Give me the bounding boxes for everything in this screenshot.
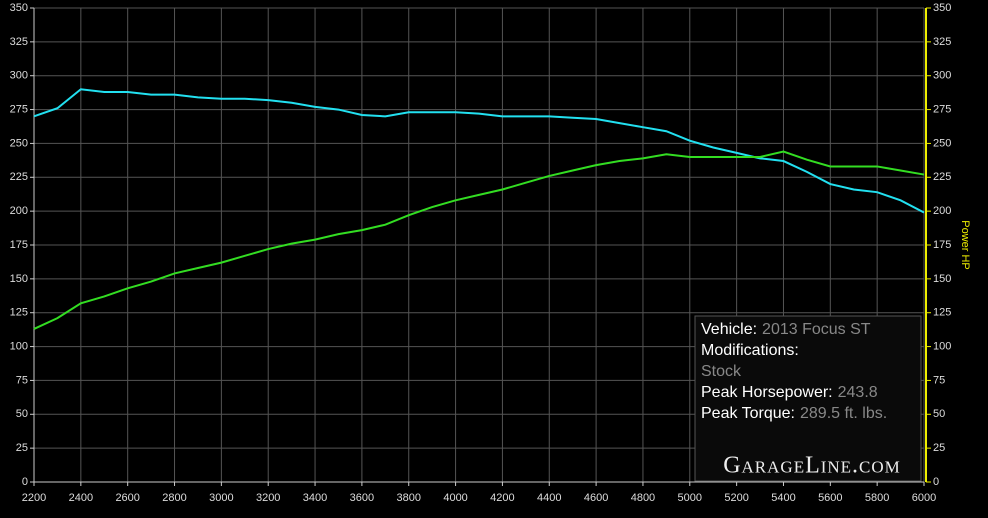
info-value: 2013 Focus ST [762,321,871,338]
x-tick-label: 5000 [678,492,702,504]
y2-tick-label: 150 [933,273,951,285]
info-line: Modifications: [701,342,799,359]
y2-tick-label: 275 [933,103,951,115]
x-tick-label: 4600 [584,492,608,504]
y2-tick-label: 300 [933,70,951,82]
logo: GarageLine.com [723,453,901,479]
info-value: Stock [701,363,742,380]
info-value: 243.8 [838,384,878,401]
y2-axis-label: Power HP [959,220,971,270]
y2-tick-label: 0 [933,476,939,488]
y-tick-label: 150 [10,273,28,285]
info-label: Vehicle: [701,321,757,338]
y-tick-label: 175 [10,239,28,251]
info-line: Peak Horsepower: 243.8 [701,384,878,401]
y-tick-label: 300 [10,70,28,82]
x-tick-label: 4800 [631,492,655,504]
y-tick-label: 200 [10,205,28,217]
y-tick-label: 350 [10,2,28,14]
y2-tick-label: 325 [933,36,951,48]
x-tick-label: 4200 [490,492,514,504]
y-tick-label: 0 [22,476,28,488]
x-tick-label: 2400 [69,492,93,504]
info-label: Modifications: [701,342,799,359]
y2-tick-label: 225 [933,171,951,183]
y2-tick-label: 50 [933,408,945,420]
y2-tick-label: 25 [933,442,945,454]
info-box [694,315,922,482]
x-tick-label: 5400 [771,492,795,504]
x-tick-label: 2600 [115,492,139,504]
y-tick-label: 225 [10,171,28,183]
info-value: 289.5 ft. lbs. [800,405,887,422]
y-tick-label: 125 [10,307,28,319]
x-tick-label: 4400 [537,492,561,504]
series-line [33,150,925,330]
y-tick-label: 325 [10,36,28,48]
y-tick-label: 75 [16,374,28,386]
y2-tick-label: 200 [933,205,951,217]
x-tick-label: 3000 [209,492,233,504]
y2-tick-label: 175 [933,239,951,251]
info-label: Peak Torque: [701,405,795,422]
x-tick-label: 6000 [912,492,936,504]
x-tick-label: 5600 [818,492,842,504]
y-tick-label: 50 [16,408,28,420]
y2-tick-label: 350 [933,2,951,14]
x-tick-label: 3200 [256,492,280,504]
y-tick-label: 25 [16,442,28,454]
y2-tick-label: 250 [933,137,951,149]
info-line: Peak Torque: 289.5 ft. lbs. [701,405,887,422]
y-tick-label: 250 [10,137,28,149]
y-tick-label: 275 [10,103,28,115]
x-tick-label: 2800 [162,492,186,504]
info-line: Vehicle: 2013 Focus ST [701,321,871,338]
x-tick-label: 2200 [22,492,46,504]
x-tick-label: 4000 [443,492,467,504]
y2-tick-label: 100 [933,340,951,352]
x-tick-label: 5200 [724,492,748,504]
x-tick-label: 5800 [865,492,889,504]
y2-tick-label: 125 [933,307,951,319]
y-tick-label: 100 [10,340,28,352]
x-tick-label: 3800 [396,492,420,504]
x-tick-label: 3600 [350,492,374,504]
y2-tick-label: 75 [933,374,945,386]
info-label: Peak Horsepower: [701,384,833,401]
series-line [33,88,925,214]
info-line: Stock [701,363,742,380]
x-tick-label: 3400 [303,492,327,504]
